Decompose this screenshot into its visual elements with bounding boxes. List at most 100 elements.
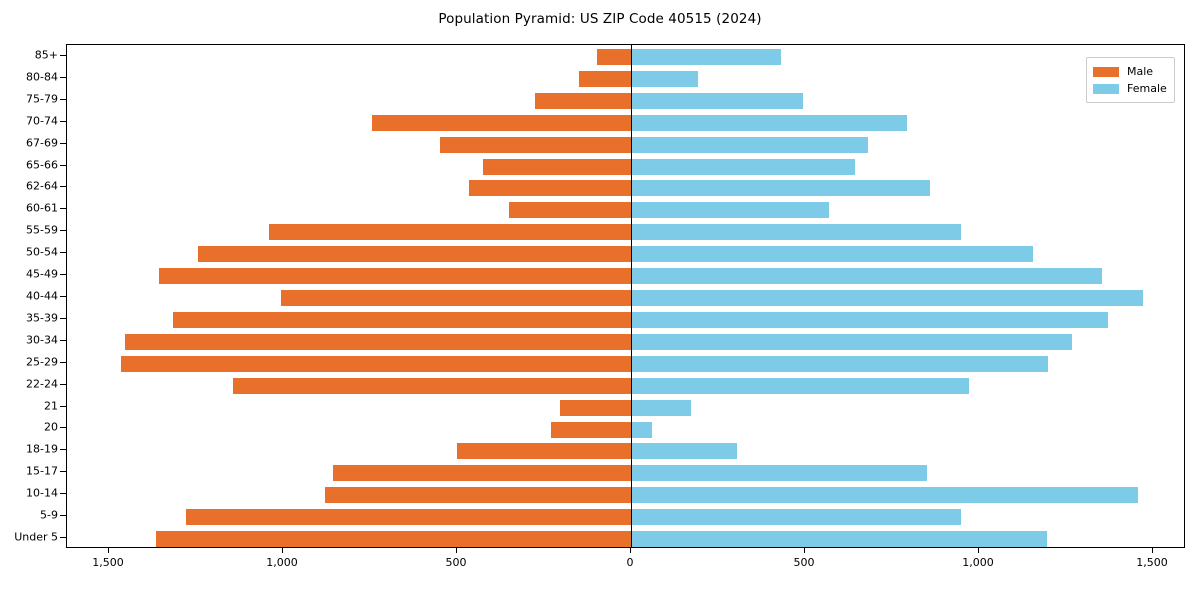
bar-female	[631, 180, 931, 197]
bar-male	[469, 180, 631, 197]
legend-swatch-icon	[1093, 83, 1119, 94]
x-axis-tick-label: 1,000	[962, 556, 994, 569]
y-axis-tick-label: 15-17	[26, 464, 58, 478]
bar-female	[631, 268, 1102, 285]
bar-male	[550, 421, 631, 438]
bar-female	[631, 399, 691, 416]
y-axis-tick-mark	[60, 361, 66, 363]
x-axis-tick-label: 1,500	[92, 556, 124, 569]
y-axis-tick-label: 70-74	[26, 114, 58, 128]
bar-male	[439, 136, 631, 153]
bar-female	[631, 531, 1048, 548]
x-axis-tick-mark	[282, 548, 283, 553]
bar-male	[173, 311, 631, 328]
legend-label: Female	[1127, 82, 1167, 95]
y-axis-tick-label: 5-9	[40, 508, 58, 522]
bar-male	[371, 114, 631, 131]
bar-male	[333, 465, 631, 482]
bar-male	[124, 333, 631, 350]
y-axis-tick-mark	[60, 405, 66, 407]
y-axis-tick-label: 21	[44, 399, 58, 413]
bar-male	[269, 224, 631, 241]
bar-female	[631, 311, 1109, 328]
y-axis-tick-label: 65-66	[26, 158, 58, 172]
bar-male	[457, 443, 631, 460]
chart-legend: Male Female	[1086, 57, 1175, 103]
y-axis-tick-mark	[60, 208, 66, 210]
bar-row	[67, 242, 1184, 264]
bar-row	[67, 396, 1184, 418]
bar-row	[67, 176, 1184, 198]
bar-female	[631, 377, 969, 394]
bar-row	[67, 198, 1184, 220]
bar-female	[631, 355, 1048, 372]
y-axis-tick-label: 80-84	[26, 70, 58, 84]
y-axis-tick-mark	[60, 274, 66, 276]
bar-male	[232, 377, 631, 394]
bar-female	[631, 224, 961, 241]
y-axis-tick-mark	[60, 164, 66, 166]
bar-male	[159, 268, 631, 285]
y-axis-tick-mark	[60, 471, 66, 473]
y-axis-tick-mark	[60, 537, 66, 539]
y-axis-tick-mark	[60, 54, 66, 56]
x-axis-tick-label: 0	[626, 556, 634, 569]
bar-male	[324, 487, 631, 504]
bar-male	[509, 202, 631, 219]
bar-male	[483, 158, 631, 175]
chart-title: Population Pyramid: US ZIP Code 40515 (2…	[438, 11, 762, 27]
y-axis-tick-mark	[60, 230, 66, 232]
y-axis-tick-label: 60-61	[26, 201, 58, 215]
y-axis-tick-label: 25-29	[26, 355, 58, 369]
bar-row	[67, 527, 1184, 549]
bar-row	[67, 133, 1184, 155]
bar-male	[596, 49, 631, 65]
y-axis-tick-label: 85+	[34, 48, 58, 62]
bar-row	[67, 308, 1184, 330]
bar-female	[631, 487, 1139, 504]
bar-row	[67, 111, 1184, 133]
bar-row	[67, 220, 1184, 242]
y-axis-tick-mark	[60, 120, 66, 122]
bar-male	[197, 246, 631, 263]
x-axis-tick-label: 1,000	[266, 556, 298, 569]
zero-axis-line	[631, 45, 632, 547]
bar-row	[67, 461, 1184, 483]
y-axis-tick-label: 50-54	[26, 245, 58, 259]
bar-row	[67, 264, 1184, 286]
y-axis-tick-mark	[60, 493, 66, 495]
bar-row	[67, 45, 1184, 67]
x-axis-tick-mark	[804, 548, 805, 553]
y-axis-tick-mark	[60, 449, 66, 451]
x-axis-tick-label: 500	[793, 556, 815, 569]
bar-female	[631, 246, 1034, 263]
bars-container	[67, 45, 1184, 549]
y-axis-tick-label: 62-64	[26, 179, 58, 193]
bar-male	[185, 509, 631, 526]
y-axis-tick-mark	[60, 339, 66, 341]
bar-female	[631, 333, 1072, 350]
plot-area	[66, 44, 1185, 548]
y-axis-tick-label: 10-14	[26, 486, 58, 500]
bar-female	[631, 92, 803, 109]
y-axis-tick-mark	[60, 98, 66, 100]
legend-item-female[interactable]: Female	[1093, 80, 1167, 97]
bar-male	[578, 70, 631, 87]
x-axis-tick-mark	[1152, 548, 1153, 553]
y-axis-tick-label: 67-69	[26, 136, 58, 150]
bar-row	[67, 286, 1184, 308]
bar-female	[631, 202, 830, 219]
legend-item-male[interactable]: Male	[1093, 63, 1167, 80]
x-axis-tick-label: 1,500	[1136, 556, 1168, 569]
bar-female	[631, 114, 907, 131]
legend-swatch-icon	[1093, 66, 1119, 77]
bar-female	[631, 158, 855, 175]
y-axis-tick-label: Under 5	[14, 530, 58, 544]
bar-male	[559, 399, 631, 416]
bar-male	[155, 531, 631, 548]
bar-female	[631, 290, 1143, 307]
bar-female	[631, 136, 869, 153]
y-axis-tick-label: 45-49	[26, 267, 58, 281]
y-axis-tick-mark	[60, 317, 66, 319]
bar-male	[535, 92, 631, 109]
